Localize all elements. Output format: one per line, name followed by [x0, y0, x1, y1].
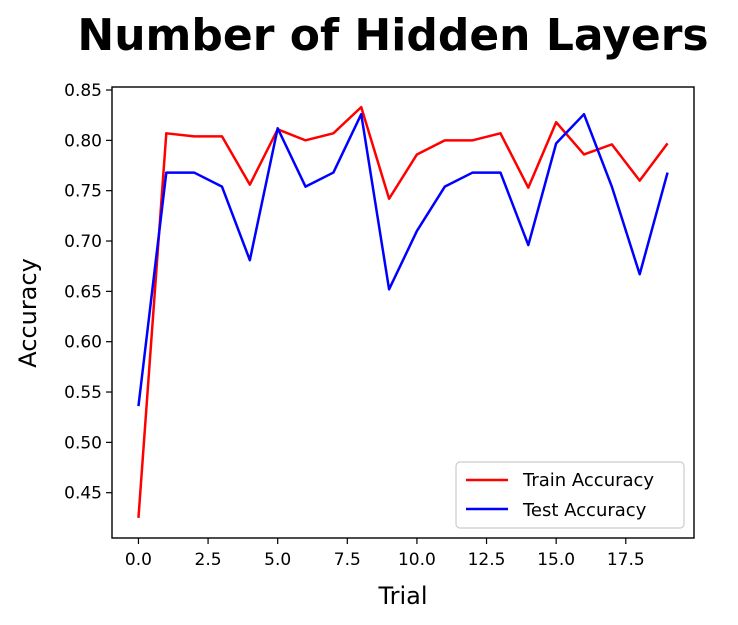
- x-axis: 0.0 2.5 5.0 7.5 10.0 12.5 15.0 17.5: [125, 538, 645, 570]
- x-tick-label: 5.0: [264, 550, 291, 570]
- y-axis: 0.45 0.50 0.55 0.60 0.65 0.70 0.75 0.80 0.85: [64, 81, 112, 504]
- y-tick-label: 0.60: [64, 333, 102, 353]
- plot-area: [111, 86, 695, 539]
- y-tick-label: 0.50: [64, 433, 102, 453]
- y-tick-label: 0.80: [64, 131, 102, 151]
- x-tick-label: 0.0: [125, 550, 152, 570]
- chart-title: Number of Hidden Layers: [77, 10, 708, 61]
- x-axis-label: Trial: [377, 582, 427, 610]
- x-tick-label: 12.5: [468, 550, 506, 570]
- legend-box: [455, 461, 685, 529]
- legend-label-train-accuracy: Train Accuracy: [522, 470, 654, 491]
- x-tick-label: 15.0: [537, 550, 575, 570]
- y-tick-label: 0.70: [64, 232, 102, 252]
- plot-frame: [111, 86, 695, 539]
- legend-label-test-accuracy: Test Accuracy: [522, 500, 647, 521]
- x-tick-label: 10.0: [398, 550, 436, 570]
- x-tick-label: 7.5: [334, 550, 361, 570]
- y-tick-label: 0.45: [64, 484, 102, 504]
- y-tick-label: 0.55: [64, 383, 102, 403]
- y-tick-label: 0.65: [64, 282, 102, 302]
- series-layer: [137, 105, 669, 518]
- x-tick-label: 2.5: [195, 550, 222, 570]
- legend: Train Accuracy Test Accuracy: [455, 461, 685, 529]
- y-tick-label: 0.75: [64, 182, 102, 202]
- series-line-test-accuracy: [137, 112, 669, 407]
- series-line-train-accuracy: [137, 105, 669, 518]
- y-axis-label: Accuracy: [14, 258, 42, 368]
- x-tick-label: 17.5: [607, 550, 645, 570]
- y-tick-label: 0.85: [64, 81, 102, 101]
